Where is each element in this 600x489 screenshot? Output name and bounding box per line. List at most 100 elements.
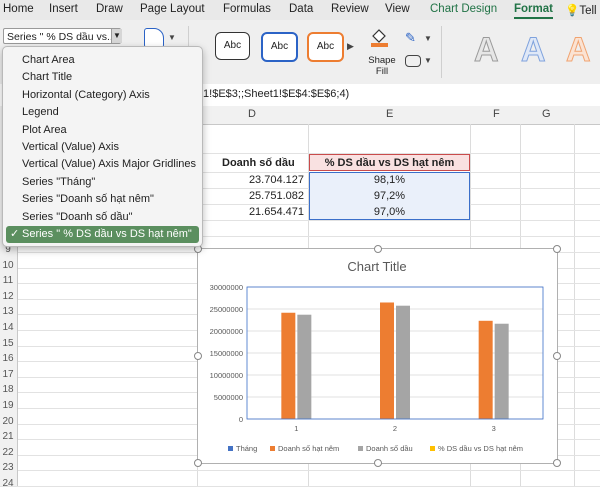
paint-bucket-icon[interactable]: [368, 26, 390, 48]
legend-entry[interactable]: Doanh số dầu: [366, 444, 413, 453]
wordart-style-grey[interactable]: A: [474, 31, 500, 70]
resize-handle[interactable]: [194, 459, 202, 467]
resize-handle[interactable]: [373, 245, 382, 253]
wordart-style-orange[interactable]: A: [566, 31, 592, 70]
resize-handle[interactable]: [553, 352, 561, 360]
bar[interactable]: [281, 312, 296, 419]
chevron-down-icon[interactable]: ▼: [424, 56, 432, 65]
row-header[interactable]: 24: [2, 478, 14, 489]
dropdown-item-label: Legend: [22, 106, 59, 119]
row-header[interactable]: 22: [2, 446, 14, 458]
chart-area[interactable]: Chart Title 30000000 25000000 20000000 1500…: [197, 248, 558, 464]
x-tick-label: 3: [492, 424, 496, 433]
cell-d6[interactable]: 21.654.471: [248, 206, 304, 218]
bar[interactable]: [297, 314, 312, 419]
row-header[interactable]: 18: [2, 384, 14, 396]
tab-chart-design[interactable]: Chart Design: [430, 3, 498, 15]
chevron-down-icon[interactable]: ▼: [111, 29, 122, 43]
insert-shape-icon[interactable]: [144, 28, 164, 48]
shape-style-blue[interactable]: Abc: [261, 32, 298, 62]
tab-view[interactable]: View: [385, 3, 410, 15]
row-header[interactable]: 10: [2, 259, 14, 271]
tab-formulas[interactable]: Formulas: [223, 3, 271, 15]
tab-home[interactable]: Home: [3, 3, 34, 15]
header-pct[interactable]: % DS dầu vs DS hạt nêm: [324, 157, 455, 169]
tab-draw[interactable]: Draw: [96, 3, 123, 15]
row-header[interactable]: 9: [5, 244, 11, 255]
row-header[interactable]: 23: [2, 462, 14, 474]
y-tick-label: 10000000: [210, 371, 243, 380]
dropdown-item[interactable]: Horizontal (Category) Axis: [6, 87, 199, 104]
shape-fill-label[interactable]: Shape Fill: [368, 55, 396, 77]
row-header[interactable]: 16: [2, 353, 14, 365]
tab-insert[interactable]: Insert: [49, 3, 78, 15]
shape-fill-line2: Fill: [375, 66, 389, 77]
tab-page-layout[interactable]: Page Layout: [140, 3, 205, 15]
dropdown-item[interactable]: Legend: [6, 104, 199, 121]
dropdown-item[interactable]: Vertical (Value) Axis Major Gridlines: [6, 156, 199, 173]
bar[interactable]: [380, 302, 394, 419]
dropdown-item[interactable]: ✓ Series " % DS dầu vs DS hạt nêm": [6, 226, 199, 243]
row-header[interactable]: 13: [2, 306, 14, 318]
y-tick-label: 15000000: [210, 349, 243, 358]
tell-me-label: Tell: [579, 5, 597, 17]
tab-format[interactable]: Format: [514, 3, 553, 19]
row-header[interactable]: 14: [2, 322, 14, 333]
formula-text[interactable]: t1!$E$3;;Sheet1!$E$4:$E$6;4): [200, 88, 350, 100]
dropdown-item-label: Series "Doanh số hạt nêm": [22, 193, 154, 206]
chart-title[interactable]: Chart Title: [347, 259, 406, 274]
header-doanh-so-dau[interactable]: Doanh số dầu: [222, 157, 295, 169]
resize-handle[interactable]: [373, 459, 382, 467]
shape-style-orange[interactable]: Abc: [307, 32, 344, 62]
legend-entry[interactable]: Doanh số hạt nêm: [278, 444, 339, 453]
column-header-e[interactable]: E: [386, 108, 394, 120]
resize-handle[interactable]: [553, 459, 561, 467]
dropdown-item[interactable]: Series "Tháng": [6, 174, 199, 191]
dropdown-item-label: Chart Title: [22, 71, 73, 84]
grid-line: [0, 220, 600, 221]
row-header[interactable]: 11: [2, 275, 14, 287]
dropdown-item-label: Series " % DS dầu vs DS hạt nêm": [22, 228, 192, 240]
column-header-g[interactable]: G: [542, 108, 551, 120]
row-header[interactable]: 19: [2, 400, 14, 411]
tell-me-search[interactable]: 💡Tell: [565, 3, 597, 17]
legend-entry[interactable]: % DS dầu vs DS hạt nêm: [438, 444, 523, 453]
row-header[interactable]: 17: [2, 368, 14, 380]
tab-review[interactable]: Review: [331, 3, 369, 15]
cell-e4[interactable]: 98,1%: [373, 174, 406, 186]
dropdown-item[interactable]: Chart Area: [6, 52, 199, 69]
dropdown-item[interactable]: Chart Title: [6, 69, 199, 86]
row-header[interactable]: 12: [2, 290, 14, 302]
cell-e6[interactable]: 97,0%: [373, 206, 406, 218]
bar[interactable]: [478, 320, 493, 419]
checkmark-icon: ✓: [10, 228, 20, 240]
column-header-d[interactable]: D: [248, 108, 256, 120]
dropdown-item[interactable]: Series "Doanh số hạt nêm": [6, 191, 199, 208]
resize-handle[interactable]: [553, 245, 561, 253]
lightbulb-icon: 💡: [565, 5, 580, 17]
cell-d4[interactable]: 23.704.127: [248, 174, 304, 186]
dropdown-item[interactable]: Series "Doanh số dầu": [6, 209, 199, 226]
row-header[interactable]: 20: [2, 415, 14, 427]
shape-effects-icon[interactable]: [405, 55, 421, 67]
grid-line: [0, 236, 600, 237]
cell-d5[interactable]: 25.751.082: [248, 190, 304, 202]
shape-style-dark[interactable]: Abc: [215, 32, 250, 60]
row-header[interactable]: 15: [2, 337, 14, 349]
bar[interactable]: [494, 323, 509, 419]
column-header-f[interactable]: F: [493, 108, 500, 120]
legend-entry[interactable]: Tháng: [236, 444, 257, 453]
wordart-style-blue[interactable]: A: [521, 31, 547, 70]
dropdown-item[interactable]: Plot Area: [6, 122, 199, 139]
bar[interactable]: [396, 305, 410, 419]
chevron-down-icon[interactable]: ▼: [424, 34, 432, 43]
row-header[interactable]: 21: [2, 431, 14, 443]
cell-e5[interactable]: 97,2%: [373, 190, 406, 202]
resize-handle[interactable]: [194, 352, 202, 360]
tab-data[interactable]: Data: [289, 3, 314, 15]
dropdown-item[interactable]: Vertical (Value) Axis: [6, 139, 199, 156]
styles-more-icon[interactable]: ▶: [347, 41, 354, 51]
shape-outline-icon[interactable]: ✎: [405, 30, 416, 45]
chevron-down-icon[interactable]: ▼: [168, 33, 176, 42]
chart-element-select[interactable]: Series " % DS dầu vs...: [3, 28, 121, 44]
